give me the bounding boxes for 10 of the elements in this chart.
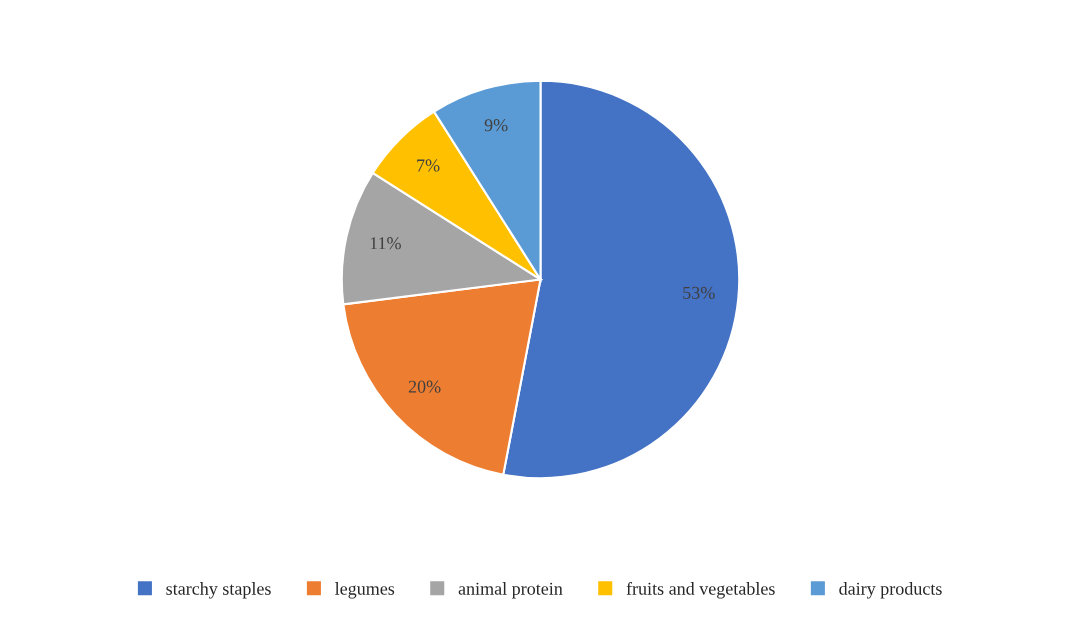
legend-label: legumes [335, 582, 395, 599]
data-label: 53% [683, 286, 715, 299]
legend-label: fruits and vegetables [626, 581, 775, 599]
data-label: 11% [370, 237, 401, 250]
data-label: 9% [484, 119, 508, 132]
data-label: 20% [408, 380, 441, 393]
data-label: 7% [417, 159, 440, 172]
legend-label: starchy staples [166, 582, 271, 599]
legend-label: dairy products [839, 582, 942, 599]
legend-label: animal protein [458, 582, 563, 599]
